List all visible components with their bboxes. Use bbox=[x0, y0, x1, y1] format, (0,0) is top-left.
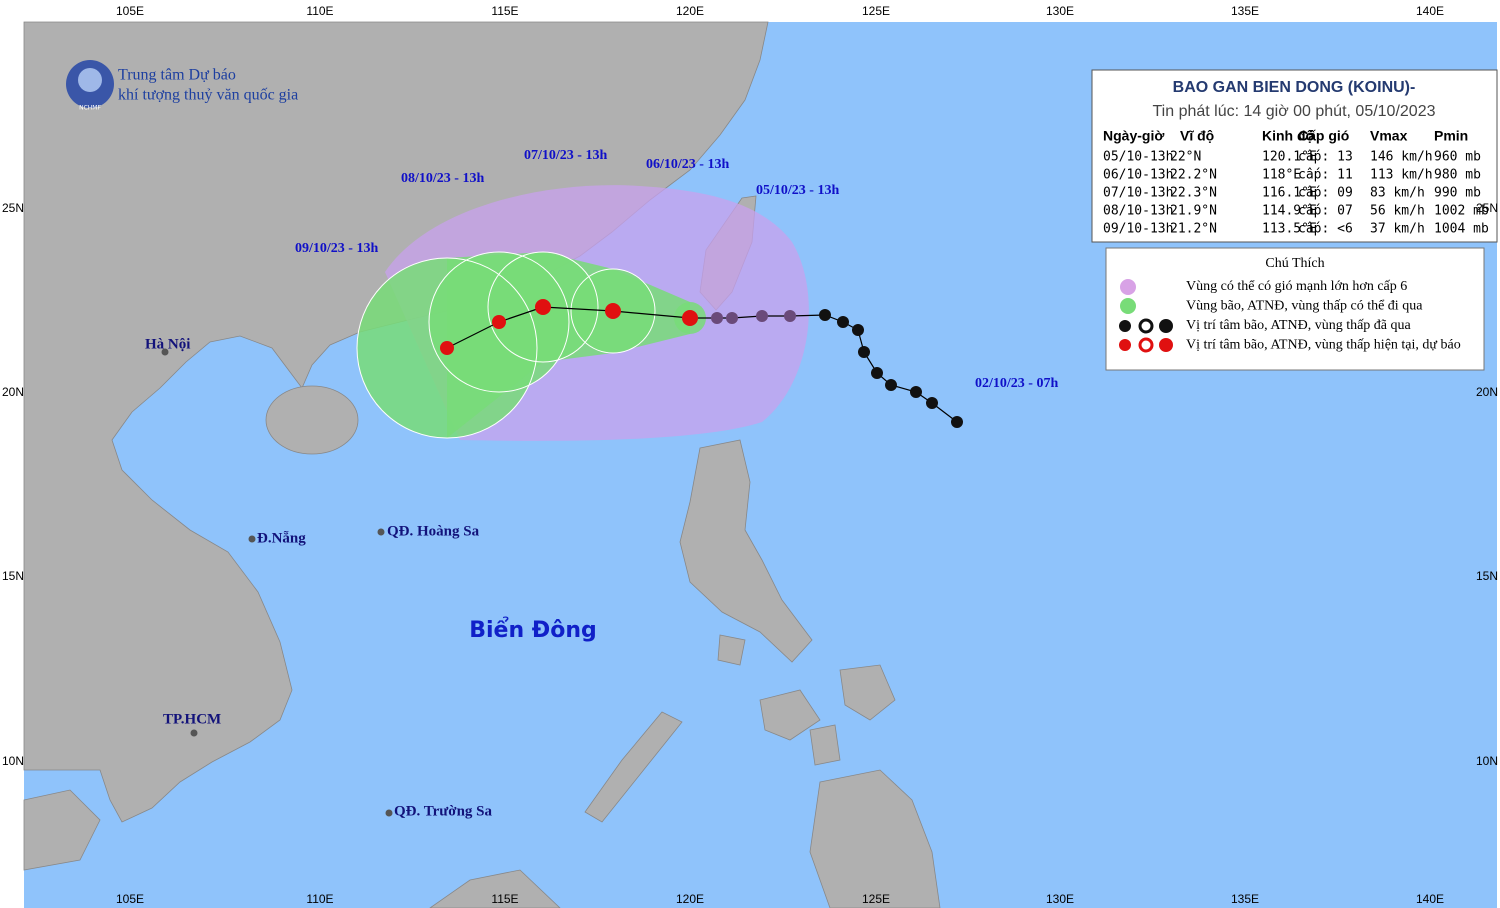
table-cell: 07/10-13h bbox=[1103, 186, 1173, 201]
table-cell: cấp: 11 bbox=[1298, 168, 1353, 183]
place-name: Đ.Nẵng bbox=[257, 530, 306, 546]
legend-item: Vùng có thể có gió mạnh lớn hơn cấp 6 bbox=[1186, 279, 1407, 294]
legend-item: Vị trí tâm bão, ATNĐ, vùng thấp hiện tại… bbox=[1186, 338, 1461, 353]
table-cell: cấp: 09 bbox=[1298, 186, 1353, 201]
lat-label: 10N bbox=[1476, 754, 1498, 768]
table-cell: cấp: <6 bbox=[1298, 222, 1353, 237]
table-cell: 05/10-13h bbox=[1103, 150, 1173, 165]
table-header: Vĩ độ bbox=[1180, 128, 1214, 144]
lon-label: 120E bbox=[676, 892, 704, 906]
legend-item: Vị trí tâm bão, ATNĐ, vùng thấp đã qua bbox=[1186, 318, 1412, 333]
lat-label: 25N bbox=[1476, 201, 1498, 215]
track-date: 02/10/23 - 07h bbox=[975, 376, 1058, 391]
cone-circles bbox=[356, 251, 656, 439]
lon-label: 110E bbox=[306, 4, 333, 18]
lon-label: 125E bbox=[862, 4, 890, 18]
past-positions bbox=[819, 309, 963, 428]
sea-name: Biển Đông bbox=[469, 617, 597, 643]
table-cell: 116.1°E bbox=[1262, 186, 1317, 201]
lon-label: 130E bbox=[1046, 4, 1074, 18]
lon-label: 115E bbox=[491, 892, 518, 906]
table-cell: 120.1°E bbox=[1262, 150, 1317, 165]
lon-label: 140E bbox=[1416, 892, 1444, 906]
logo-inner bbox=[78, 68, 102, 92]
legend-title: Chú Thích bbox=[1265, 256, 1324, 271]
storm-cone bbox=[357, 252, 706, 438]
place-name: TP.HCM bbox=[163, 711, 221, 727]
logo-text: NCHMF bbox=[79, 105, 101, 112]
table-header: Ngày-giờ bbox=[1103, 128, 1164, 144]
table-cell: 1004 mb bbox=[1434, 222, 1489, 237]
lon-label: 110E bbox=[306, 892, 333, 906]
legend-icon bbox=[1120, 279, 1136, 295]
lon-label: 130E bbox=[1046, 892, 1074, 906]
legend-icon bbox=[1119, 318, 1173, 334]
table-cell: 1002 mb bbox=[1434, 204, 1489, 219]
table-cell: 22°N bbox=[1170, 150, 1201, 165]
info-title: BAO GAN BIEN DONG (KOINU)- bbox=[1173, 79, 1416, 96]
legend-icon bbox=[1120, 298, 1136, 314]
track-date: 06/10/23 - 13h bbox=[646, 157, 729, 172]
table-cell: 09/10-13h bbox=[1103, 222, 1173, 237]
table-cell: 56 km/h bbox=[1370, 204, 1425, 219]
table-header: Vmax bbox=[1370, 128, 1408, 144]
table-cell: 114.9°E bbox=[1262, 204, 1317, 219]
table-header: Pmin bbox=[1434, 128, 1468, 144]
place-name: QĐ. Trường Sa bbox=[394, 803, 493, 819]
table-cell: 06/10-13h bbox=[1103, 168, 1173, 183]
table-cell: 22.2°N bbox=[1170, 168, 1217, 183]
lon-label: 105E bbox=[116, 892, 144, 906]
lat-label: 15N bbox=[1476, 569, 1498, 583]
forecast-positions bbox=[440, 299, 698, 355]
table-cell: 21.2°N bbox=[1170, 222, 1217, 237]
track-date: 08/10/23 - 13h bbox=[401, 171, 484, 186]
lon-label: 135E bbox=[1231, 892, 1259, 906]
lat-label: 20N bbox=[2, 385, 24, 399]
table-cell: 22.3°N bbox=[1170, 186, 1217, 201]
lon-label: 135E bbox=[1231, 4, 1259, 18]
recent-positions bbox=[711, 310, 796, 324]
table-cell: 990 mb bbox=[1434, 186, 1481, 201]
lat-label: 10N bbox=[2, 754, 24, 768]
lon-label: 125E bbox=[862, 892, 890, 906]
table-header: Cấp gió bbox=[1298, 128, 1349, 144]
table-cell: cấp: 13 bbox=[1298, 150, 1353, 165]
lon-label: 115E bbox=[491, 4, 518, 18]
lat-label: 15N bbox=[2, 569, 24, 583]
place-name: Hà Nội bbox=[145, 336, 190, 352]
table-cell: 113.5°E bbox=[1262, 222, 1317, 237]
info-box bbox=[1091, 69, 1498, 243]
table-cell: 118°E bbox=[1262, 168, 1301, 183]
table-cell: 980 mb bbox=[1434, 168, 1481, 183]
lon-label: 140E bbox=[1416, 4, 1444, 18]
lat-label: 25N bbox=[2, 201, 24, 215]
table-cell: 08/10-13h bbox=[1103, 204, 1173, 219]
table-cell: 37 km/h bbox=[1370, 222, 1425, 237]
table-cell: 146 km/h bbox=[1370, 150, 1433, 165]
info-issued: Tin phát lúc: 14 giờ 00 phút, 05/10/2023 bbox=[1153, 103, 1436, 120]
lat-label: 20N bbox=[1476, 385, 1498, 399]
track-date: 05/10/23 - 13h bbox=[756, 183, 839, 198]
place-dots bbox=[161, 348, 393, 817]
track-date: 09/10/23 - 13h bbox=[295, 241, 378, 256]
org-line: khí tượng thuỷ văn quốc gia bbox=[118, 87, 298, 104]
org-line: Trung tâm Dự báo bbox=[118, 67, 236, 84]
table-cell: 960 mb bbox=[1434, 150, 1481, 165]
table-cell: 113 km/h bbox=[1370, 168, 1433, 183]
legend-item: Vùng bão, ATNĐ, vùng thấp có thể đi qua bbox=[1186, 299, 1423, 314]
table-cell: 83 km/h bbox=[1370, 186, 1425, 201]
table-cell: cấp: 07 bbox=[1298, 204, 1353, 219]
legend-icon bbox=[1119, 337, 1173, 353]
place-name: QĐ. Hoàng Sa bbox=[387, 523, 480, 539]
table-cell: 21.9°N bbox=[1170, 204, 1217, 219]
table-header: Kinh độ bbox=[1262, 128, 1314, 144]
track-date: 07/10/23 - 13h bbox=[524, 148, 607, 163]
lon-label: 105E bbox=[116, 4, 144, 18]
lon-label: 120E bbox=[676, 4, 704, 18]
